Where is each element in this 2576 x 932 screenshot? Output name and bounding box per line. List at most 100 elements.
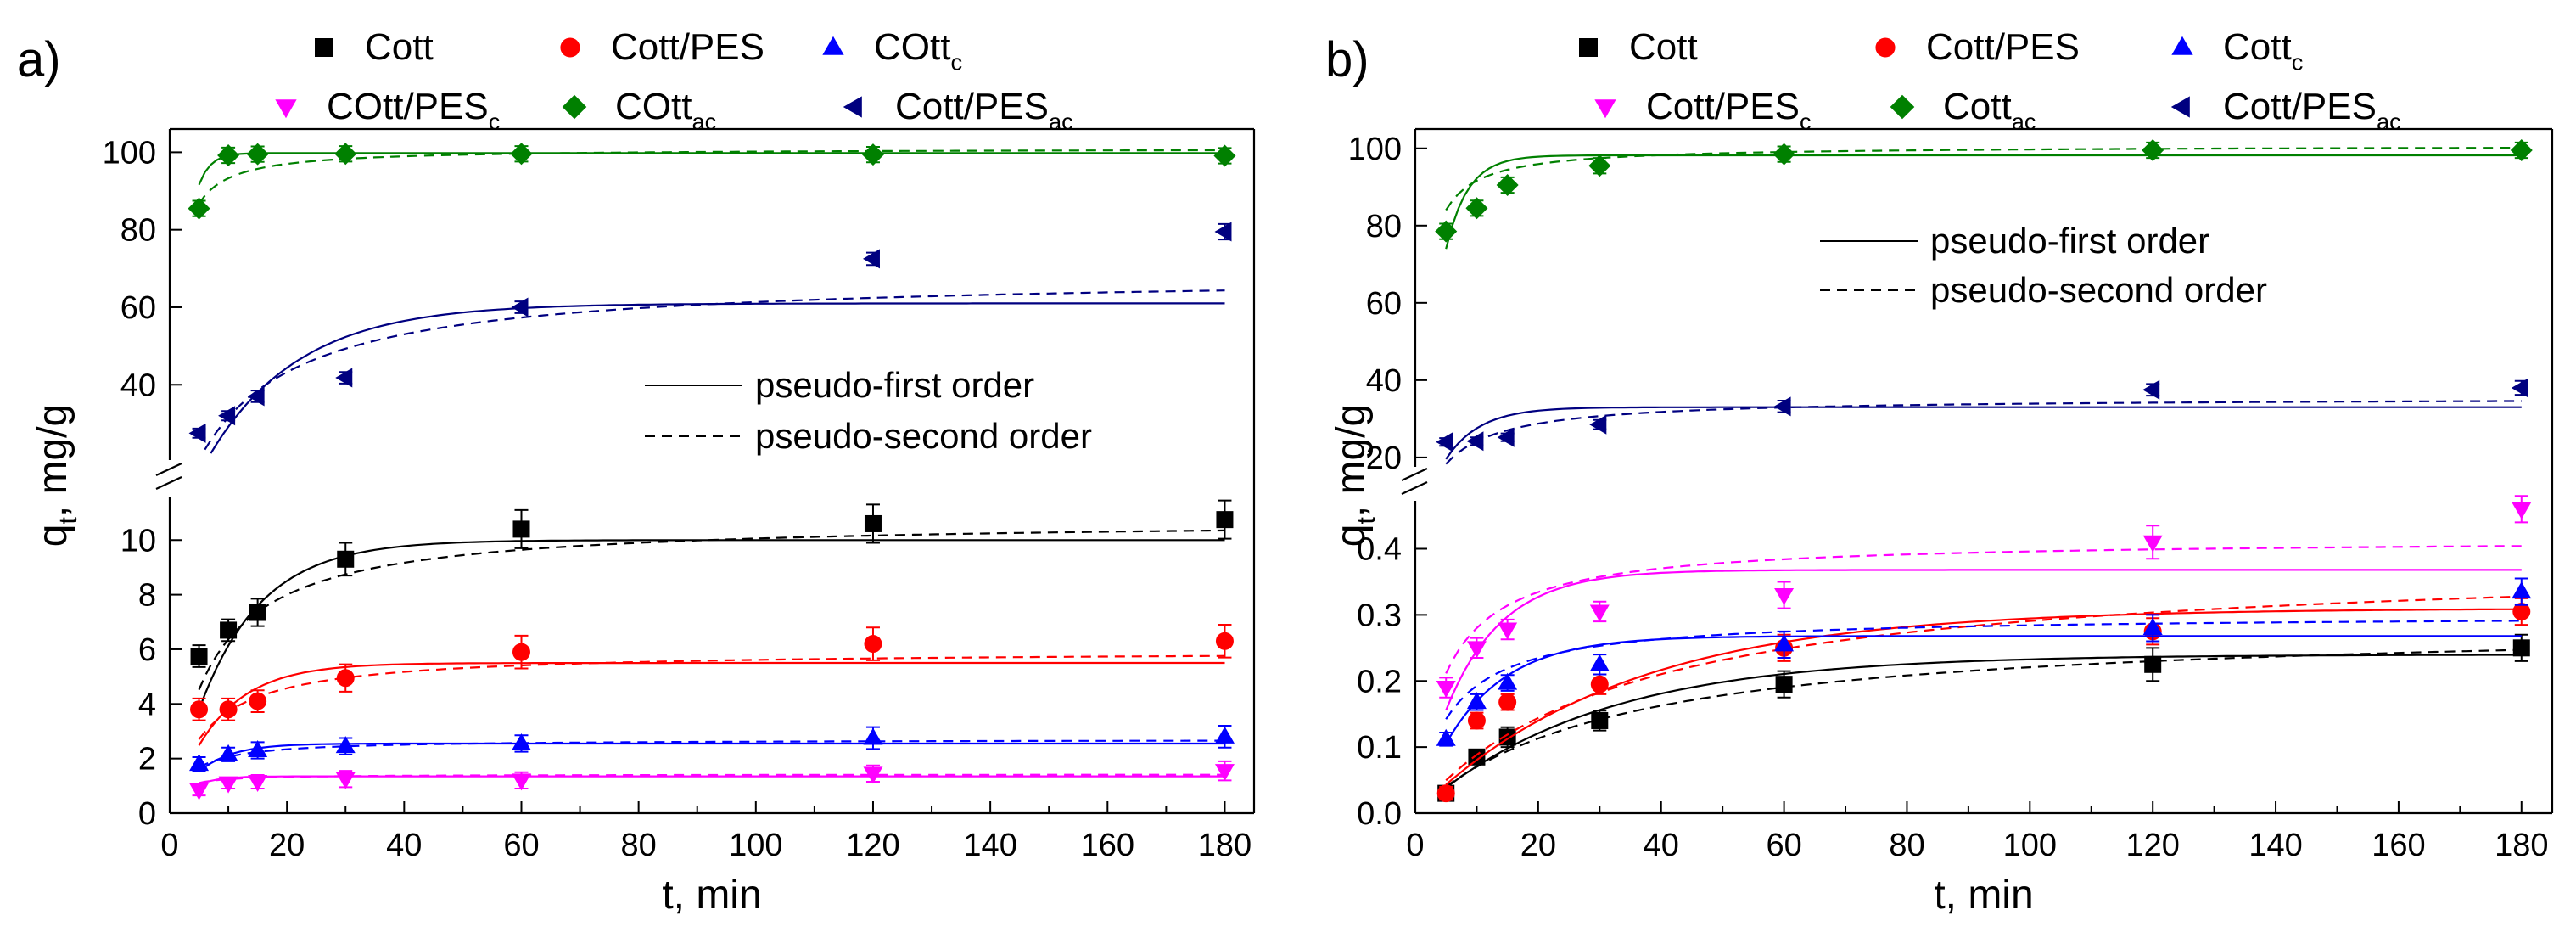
x-tick-label: 80 — [1889, 828, 1924, 863]
legend-marker-pesac — [2170, 96, 2190, 118]
y-tick-label: 2 — [138, 742, 156, 778]
fit-curve-pseudo-second — [198, 739, 1225, 769]
legend-label-pesc: Cott/PESc — [1646, 86, 1812, 134]
data-point-pes — [1498, 693, 1517, 711]
fit-curve-pseudo-first — [198, 661, 1225, 746]
legend-label-cott-main: Cott — [365, 26, 434, 68]
x-tick-label: 140 — [2248, 828, 2302, 863]
data-point-cott — [1775, 676, 1793, 693]
legend-item-pesac: Cott/PESac — [2170, 86, 2401, 134]
data-point-cottac — [334, 143, 357, 166]
data-point-pes — [190, 700, 209, 719]
fit-curve-pseudo-first — [1445, 406, 2522, 460]
data-point-pesc — [1498, 622, 1518, 640]
y-axis-label-ylabel-sub: t — [1352, 517, 1380, 525]
data-point-pesac — [1497, 427, 1515, 447]
legend-marker-pesc — [1594, 99, 1616, 119]
legend-label-pesac: Cott/PESac — [895, 86, 1073, 134]
data-point-pesc — [1436, 681, 1456, 699]
data-point-pes — [1215, 632, 1234, 650]
legend-label-pesc-sub: c — [1800, 108, 1812, 134]
data-point-cottac — [2510, 139, 2533, 162]
fit-curve-pseudo-first — [1445, 154, 2522, 250]
y-tick-label: 0.0 — [1357, 796, 1402, 832]
data-point-pesc — [1589, 604, 1610, 622]
legend-label-pes-main: Cott/PES — [1926, 26, 2080, 68]
data-point-cottc — [248, 740, 268, 757]
x-tick-label: 20 — [1520, 828, 1556, 863]
data-point-cottac — [2142, 139, 2164, 162]
y-tick-label: 6 — [138, 632, 156, 668]
series-cottac — [1435, 139, 2533, 250]
legend-label-pesac-sub: ac — [2377, 108, 2401, 134]
fit-legend-label: pseudo-second order — [1930, 270, 2267, 310]
y-tick-label: 0.2 — [1357, 664, 1402, 699]
y-tick-label: 40 — [120, 368, 156, 403]
legend-label-pesc-sub: c — [489, 108, 501, 134]
data-point-cott — [2512, 639, 2530, 657]
fit-legend-label: pseudo-first order — [1930, 221, 2209, 261]
data-point-pesc — [2512, 502, 2532, 519]
legend-label-cottc: Cottc — [2223, 26, 2303, 75]
data-point-pesc — [1214, 764, 1235, 782]
axis-break-mark — [1401, 481, 1428, 495]
legend-label-cottac-main: COtt — [615, 86, 692, 127]
data-point-pesac — [1589, 414, 1607, 435]
data-point-cottc — [1436, 728, 1456, 746]
legend-item-pesac: Cott/PESac — [843, 86, 1073, 134]
legend-marker-cottc — [2171, 36, 2193, 55]
y-tick-label: 0.4 — [1357, 532, 1402, 568]
axis-break-mark — [1401, 468, 1428, 481]
legend-label-pesc-main: Cott/PES — [1646, 86, 1800, 127]
y-axis-label-ylabel-sub: t — [54, 517, 82, 525]
legend-label-cottc-main: COtt — [874, 26, 950, 68]
data-point-cottac — [246, 143, 269, 166]
legend-marker-cott — [1579, 38, 1598, 57]
legend-marker-pesac — [843, 96, 862, 118]
data-point-pesac — [511, 297, 529, 317]
x-tick-label: 160 — [2372, 828, 2425, 863]
data-point-pesc — [1774, 588, 1795, 606]
data-point-pes — [1467, 711, 1486, 730]
x-axis-label: t, min — [662, 873, 761, 918]
series-cott — [190, 499, 1234, 710]
data-point-pes — [336, 669, 355, 688]
data-point-pes — [864, 635, 882, 654]
y-axis-label: qt, mg/g — [1329, 404, 1380, 547]
panel-label: a) — [17, 32, 61, 87]
x-tick-label: 60 — [503, 828, 539, 863]
legend-item-pesc: Cott/PESc — [1594, 86, 1812, 134]
data-point-pesc — [189, 783, 210, 800]
data-point-cottac — [217, 144, 240, 167]
data-point-cottac — [1772, 143, 1795, 166]
data-point-cottac — [188, 197, 210, 220]
legend-item-cottc: Cottc — [2171, 26, 2303, 75]
data-point-cottac — [1496, 174, 1519, 196]
x-tick-label: 0 — [160, 828, 178, 863]
legend-marker-pes — [1875, 37, 1896, 58]
x-tick-label: 180 — [1198, 828, 1252, 863]
data-point-pesac — [188, 423, 206, 443]
fit-curve-pseudo-first — [1445, 654, 2522, 789]
data-point-cottc — [511, 733, 531, 750]
data-point-cott — [337, 550, 355, 568]
fit-curve-pseudo-first — [198, 742, 1225, 773]
legend-label-cottac: COttac — [615, 86, 716, 134]
legend-label-pesc: COtt/PESc — [327, 86, 500, 134]
fit-curve-pseudo-first — [210, 302, 1225, 454]
legend-item-cottc: COttc — [822, 26, 962, 75]
data-point-pesc — [863, 766, 883, 784]
data-point-cottc — [189, 754, 210, 772]
legend-marker-cottac — [562, 94, 587, 120]
y-tick-label: 8 — [138, 578, 156, 614]
data-point-cottc — [1589, 654, 1610, 671]
y-tick-label: 80 — [120, 213, 156, 249]
legend-label-pesac: Cott/PESac — [2223, 86, 2401, 134]
x-tick-label: 120 — [2125, 828, 2179, 863]
fit-curve-pseudo-second — [1445, 620, 2522, 720]
data-point-pesac — [2142, 379, 2160, 400]
series-pes — [1436, 595, 2531, 803]
data-point-pesac — [1773, 396, 1791, 417]
